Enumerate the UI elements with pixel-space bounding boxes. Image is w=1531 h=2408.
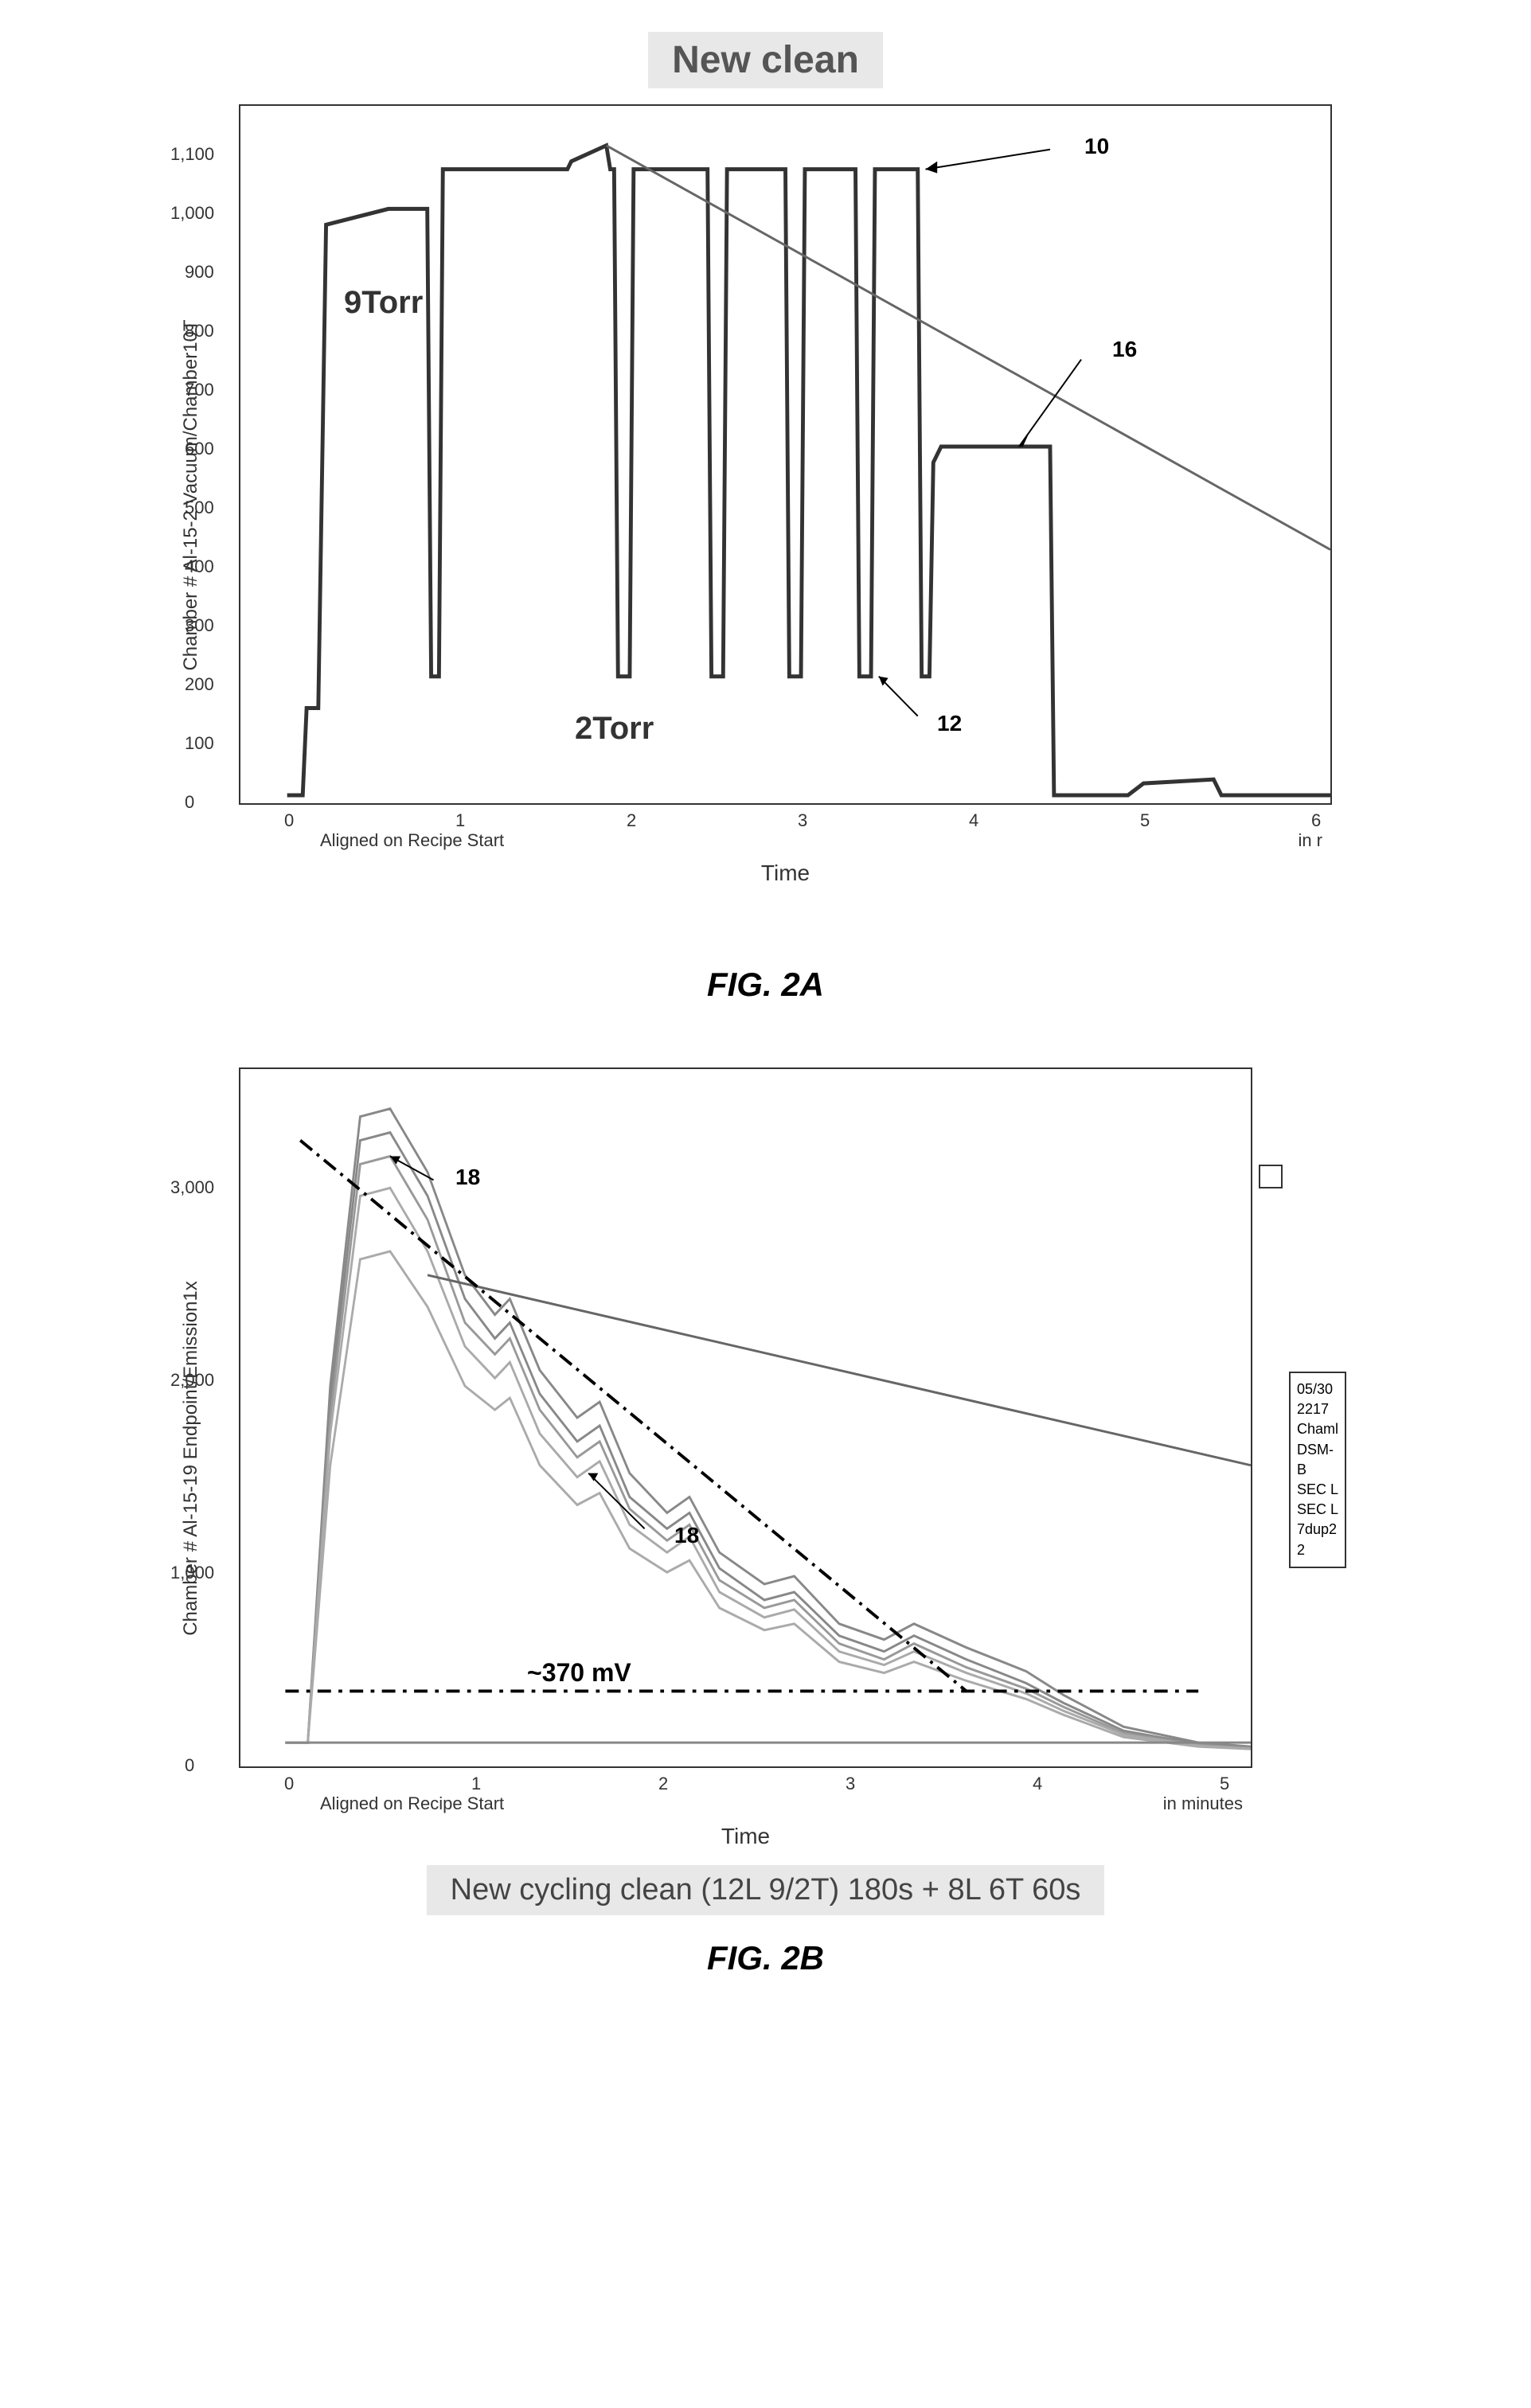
ytick: 900	[185, 262, 214, 283]
fig2b-dashdot	[300, 1141, 967, 1692]
ytick: 200	[185, 674, 214, 695]
xtick: 0	[284, 810, 294, 831]
legend-item: 7dup2	[1297, 1520, 1338, 1540]
fig2b-caption: FIG. 2B	[159, 1939, 1372, 1977]
arrow-head-icon	[588, 1473, 598, 1481]
ytick: 400	[185, 556, 214, 577]
legend-item: 2217	[1297, 1399, 1338, 1419]
figure-2b-container: Chamber # Al-15-19 Endpoint/Emission1x 0…	[159, 1067, 1372, 1977]
legend-item: 05/30	[1297, 1380, 1338, 1399]
ytick: 600	[185, 439, 214, 459]
legend-item: DSM-	[1297, 1440, 1338, 1460]
ytick: 0	[185, 792, 194, 813]
ytick: 1,000	[170, 1563, 214, 1583]
legend-box: 05/30 2217 Chaml DSM- B SEC L SEC L 7dup…	[1289, 1372, 1346, 1568]
fig2a-caption: FIG. 2A	[159, 966, 1372, 1004]
fig2b-svg	[240, 1069, 1251, 1766]
xtick: 5	[1220, 1774, 1229, 1794]
legend-item: Chaml	[1297, 1419, 1338, 1439]
fig2b-diagonal	[428, 1275, 1251, 1465]
xtick: 3	[846, 1774, 855, 1794]
fig2b-trace	[285, 1251, 1251, 1749]
ytick: 700	[185, 380, 214, 400]
fig2b-chart: 0 1,000 2,000 3,000 0 1 2 3 4 5	[239, 1067, 1252, 1768]
ytick: 100	[185, 733, 214, 754]
ytick: 1,000	[170, 203, 214, 224]
fig2b-xright: in minutes	[1163, 1793, 1243, 1814]
annotation-16: 16	[1112, 337, 1137, 362]
xtick: 2	[658, 1774, 668, 1794]
annotation-10: 10	[1084, 134, 1109, 159]
xtick: 5	[1140, 810, 1150, 831]
fig2a-svg	[240, 106, 1330, 803]
xtick: 0	[284, 1774, 294, 1794]
label-9torr: 9Torr	[344, 285, 423, 321]
fig2a-chart: 0 100 200 300 400 500 600 700 800 900 1,…	[239, 104, 1332, 805]
fig2a-title: New clean	[648, 32, 883, 88]
annotation-18a: 18	[455, 1165, 480, 1190]
fig2b-bottom-title: New cycling clean (12L 9/2T) 180s + 8L 6…	[427, 1865, 1105, 1915]
fig2a-xlabel: Time	[239, 861, 1332, 886]
fig2b-xlabel: Time	[239, 1824, 1252, 1849]
legend-small-box	[1259, 1165, 1283, 1188]
fig2b-trace	[285, 1157, 1251, 1749]
label-370mv: ~370 mV	[527, 1658, 631, 1688]
ytick: 0	[185, 1755, 194, 1776]
fig2b-ylabel: Chamber # Al-15-19 Endpoint/Emission1x	[180, 1140, 202, 1777]
fig2a-trace	[287, 146, 1330, 795]
fig2a-xright: in r	[1298, 830, 1322, 851]
ytick: 3,000	[170, 1177, 214, 1198]
fig2b-bottom-wrapper: New cycling clean (12L 9/2T) 180s + 8L 6…	[159, 1849, 1372, 1915]
fig2a-diagonal	[607, 146, 1330, 550]
annotation-18b: 18	[674, 1523, 699, 1548]
legend-item: B	[1297, 1460, 1338, 1480]
arrow-head-icon	[926, 162, 938, 174]
ytick: 300	[185, 615, 214, 636]
fig2a-title-wrapper: New clean	[159, 32, 1372, 104]
label-2torr: 2Torr	[575, 711, 654, 747]
ytick: 2,000	[170, 1370, 214, 1391]
fig2a-xsub: Aligned on Recipe Start	[320, 830, 504, 851]
legend-item: SEC L	[1297, 1500, 1338, 1520]
arrow-line	[1019, 360, 1081, 447]
xtick: 1	[455, 810, 465, 831]
fig2b-trace	[285, 1188, 1251, 1749]
legend-item: 2	[1297, 1540, 1338, 1560]
ytick: 500	[185, 498, 214, 518]
fig2b-xsub: Aligned on Recipe Start	[320, 1793, 504, 1814]
arrow-line	[926, 150, 1050, 170]
xtick: 3	[798, 810, 807, 831]
xtick: 4	[1033, 1774, 1042, 1794]
xtick: 4	[969, 810, 978, 831]
ytick: 800	[185, 321, 214, 341]
xtick: 2	[627, 810, 636, 831]
annotation-12: 12	[937, 711, 962, 736]
xtick: 6	[1311, 810, 1321, 831]
legend-item: SEC L	[1297, 1480, 1338, 1500]
xtick: 1	[471, 1774, 481, 1794]
ytick: 1,100	[170, 144, 214, 165]
figure-2a-container: New clean Chamber # Al-15-2 Vacuum/Chamb…	[159, 32, 1372, 1004]
